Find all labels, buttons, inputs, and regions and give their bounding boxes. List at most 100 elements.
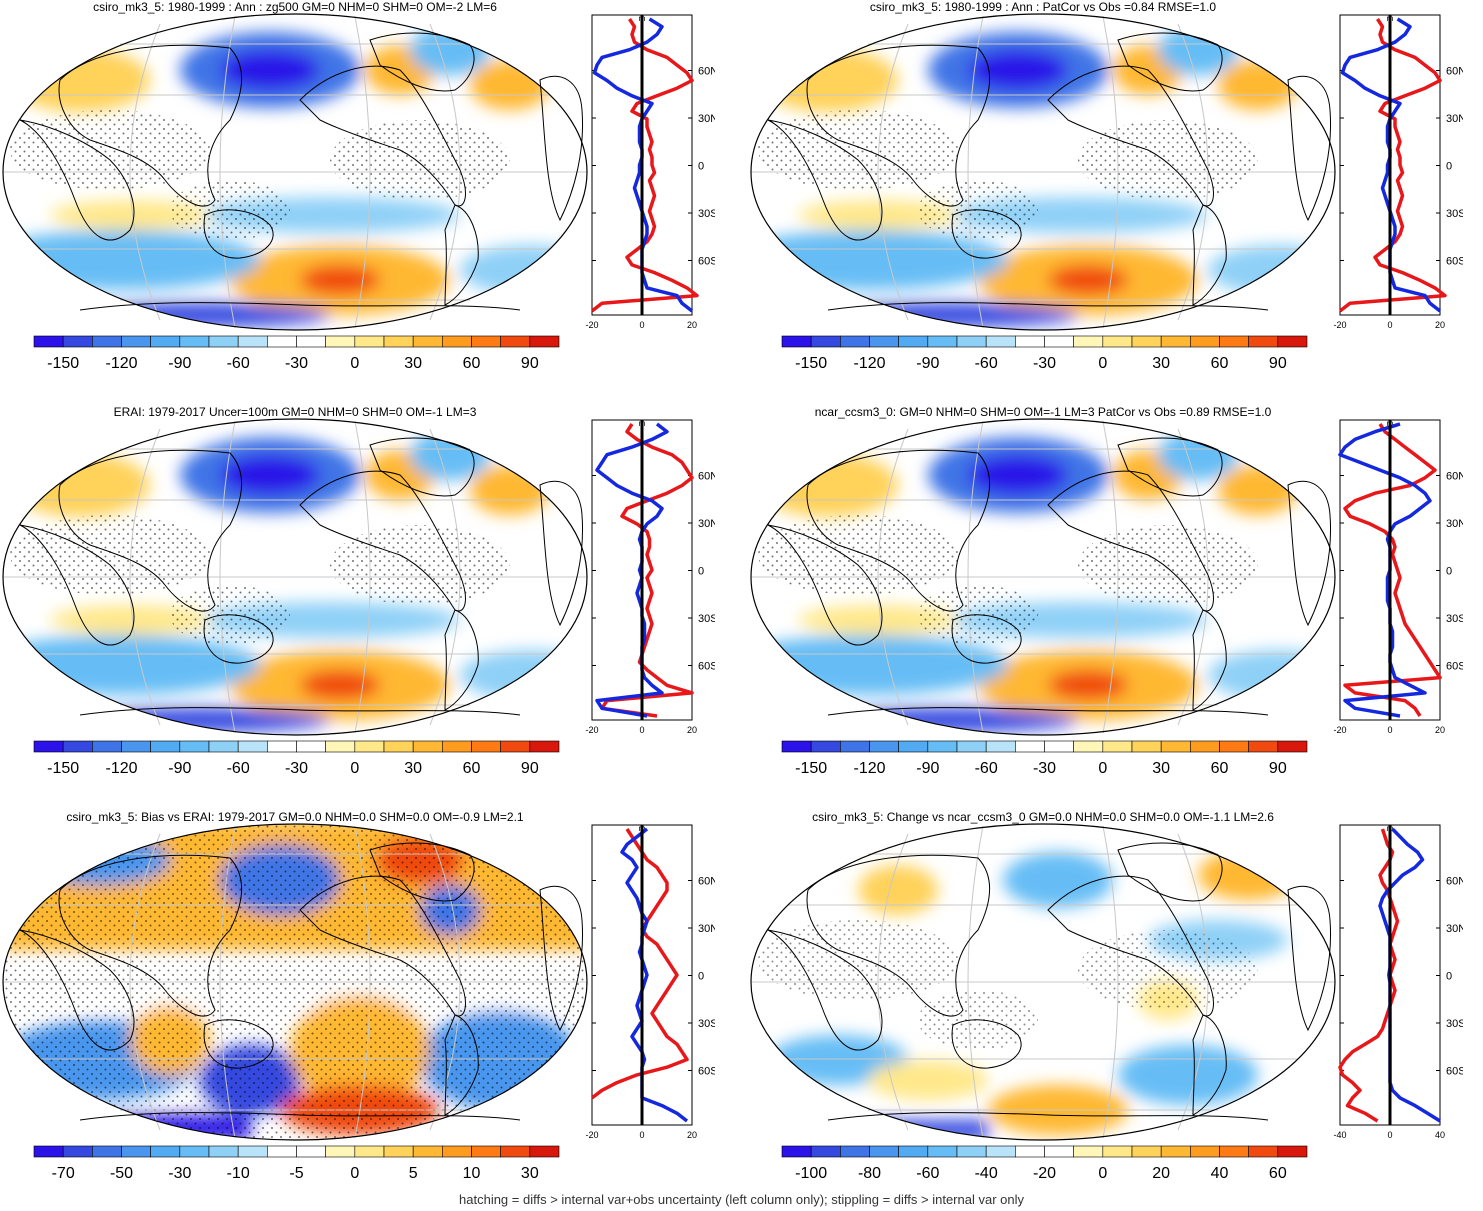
lat-tick-label: 30S	[1446, 208, 1463, 220]
colorbar-label: 40	[1211, 1165, 1229, 1182]
colorbar-swatch	[442, 740, 472, 753]
colorbar-swatch	[150, 740, 181, 753]
x-tick-label: 40	[1435, 1130, 1445, 1140]
x-tick-label: -20	[1333, 320, 1346, 330]
colorbar-swatch	[442, 335, 472, 348]
lat-tick-label: 0	[698, 971, 704, 983]
world-map	[748, 820, 1338, 1145]
colorbar-swatch	[92, 1145, 122, 1158]
colorbar-label: 60	[1211, 355, 1229, 372]
colorbar-label: -150	[795, 760, 827, 777]
colorbar-swatch	[296, 1145, 326, 1158]
colorbar-swatch	[121, 1145, 151, 1158]
colorbar-swatch	[810, 740, 841, 753]
world-map	[0, 415, 590, 740]
colorbar-label: 60	[463, 760, 481, 777]
colorbar-swatch	[33, 335, 64, 348]
colorbar-swatch	[1219, 740, 1249, 753]
colorbar-swatch	[237, 335, 268, 348]
colorbar-label: 0	[350, 355, 359, 372]
colorbar-swatch	[927, 740, 958, 753]
panel-p4: ncar_ccsm3_0: GM=0 NHM=0 SHM=0 OM=-1 LM=…	[748, 405, 1483, 805]
colorbar-swatch	[383, 1145, 414, 1158]
x-tick-label: -20	[585, 1130, 598, 1140]
world-map	[748, 10, 1338, 335]
world-map	[0, 820, 590, 1145]
colorbar-swatch	[62, 335, 93, 348]
colorbar-swatch	[1131, 740, 1162, 753]
lat-tick-label: 30N	[698, 923, 715, 935]
colorbar-label: -150	[795, 355, 827, 372]
colorbar-swatch	[985, 1145, 1016, 1158]
colorbar-swatch	[62, 740, 93, 753]
lat-tick-label: 60N	[698, 471, 715, 483]
red-profile-series	[600, 423, 694, 718]
colorbar-swatch	[150, 1145, 181, 1158]
lat-tick-label: 0	[1446, 971, 1452, 983]
panel-title: csiro_mk3_5: Change vs ncar_ccsm3_0 GM=0…	[812, 810, 1274, 824]
colorbar-swatch	[781, 1145, 812, 1158]
colorbar-label: -60	[916, 1165, 939, 1182]
colorbar-swatch	[1219, 335, 1249, 348]
lat-tick-label: 60S	[1446, 256, 1463, 268]
lat-tick-label: 30S	[698, 1018, 715, 1030]
lat-tick-label: 60S	[698, 1066, 715, 1078]
colorbar-swatch	[840, 335, 870, 348]
colorbar: -70-50-30-10-50510305070	[33, 1145, 560, 1182]
colorbar-swatch	[179, 740, 210, 753]
colorbar-swatch	[1277, 740, 1308, 753]
colorbar-swatch	[208, 335, 239, 348]
colorbar-swatch	[1073, 740, 1104, 753]
colorbar: -150-120-90-60-300306090120150	[781, 740, 1308, 777]
colorbar-label: 30	[404, 355, 422, 372]
colorbar-swatch	[810, 1145, 841, 1158]
figure-caption: hatching = diffs > internal var+obs unce…	[459, 1192, 1024, 1207]
colorbar-swatch	[840, 1145, 870, 1158]
colorbar-swatch	[471, 1145, 501, 1158]
colorbar: -150-120-90-60-300306090120150	[33, 740, 560, 777]
colorbar-swatch	[956, 1145, 987, 1158]
colorbar-label: -60	[227, 760, 250, 777]
colorbar-swatch	[296, 335, 326, 348]
colorbar-label: -150	[47, 355, 79, 372]
colorbar-swatch	[529, 740, 560, 753]
colorbar-label: -80	[858, 1165, 881, 1182]
colorbar-swatch	[296, 740, 326, 753]
lat-tick-label: 60S	[1446, 1066, 1463, 1078]
red-profile-series	[1343, 423, 1442, 717]
lat-tick-label: 30S	[1446, 1018, 1463, 1030]
colorbar-swatch	[985, 740, 1016, 753]
colorbar-swatch	[956, 335, 987, 348]
panel-p5: csiro_mk3_5: Bias vs ERAI: 1979-2017 GM=…	[0, 810, 740, 1210]
lat-tick-label: 60S	[1446, 661, 1463, 673]
colorbar-label: 10	[463, 1165, 481, 1182]
colorbar-swatch	[383, 335, 414, 348]
x-tick-label: 0	[1387, 320, 1392, 330]
panel-p1: csiro_mk3_5: 1980-1999 : Ann : zg500 GM=…	[0, 0, 740, 400]
x-tick-label: -20	[585, 320, 598, 330]
x-tick-label: -20	[1333, 725, 1346, 735]
colorbar-swatch	[1160, 740, 1191, 753]
lat-tick-label: 60S	[698, 256, 715, 268]
colorbar-label: 30	[404, 760, 422, 777]
colorbar-swatch	[179, 335, 210, 348]
lat-tick-label: 60N	[698, 876, 715, 888]
colorbar-swatch	[1102, 335, 1133, 348]
colorbar-label: 60	[463, 355, 481, 372]
x-tick-label: 20	[687, 1130, 697, 1140]
colorbar-swatch	[267, 1145, 297, 1158]
x-tick-label: 0	[1387, 1130, 1392, 1140]
colorbar-swatch	[869, 740, 899, 753]
colorbar-label: 30	[1152, 355, 1170, 372]
colorbar-label: -30	[1033, 760, 1056, 777]
colorbar-label: 60	[1269, 1165, 1287, 1182]
lat-tick-label: 30N	[698, 113, 715, 125]
lat-tick-label: 60N	[698, 66, 715, 78]
colorbar-swatch	[325, 1145, 356, 1158]
colorbar-swatch	[325, 740, 356, 753]
colorbar-label: 90	[521, 355, 539, 372]
colorbar-swatch	[781, 335, 812, 348]
